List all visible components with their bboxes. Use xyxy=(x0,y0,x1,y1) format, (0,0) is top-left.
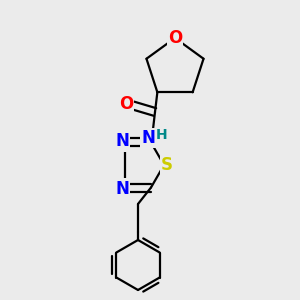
Text: N: N xyxy=(141,129,155,147)
Text: O: O xyxy=(119,95,133,113)
Text: S: S xyxy=(161,156,173,174)
Text: N: N xyxy=(115,179,129,197)
Text: O: O xyxy=(168,29,182,47)
Text: H: H xyxy=(156,128,168,142)
Text: N: N xyxy=(115,133,129,151)
